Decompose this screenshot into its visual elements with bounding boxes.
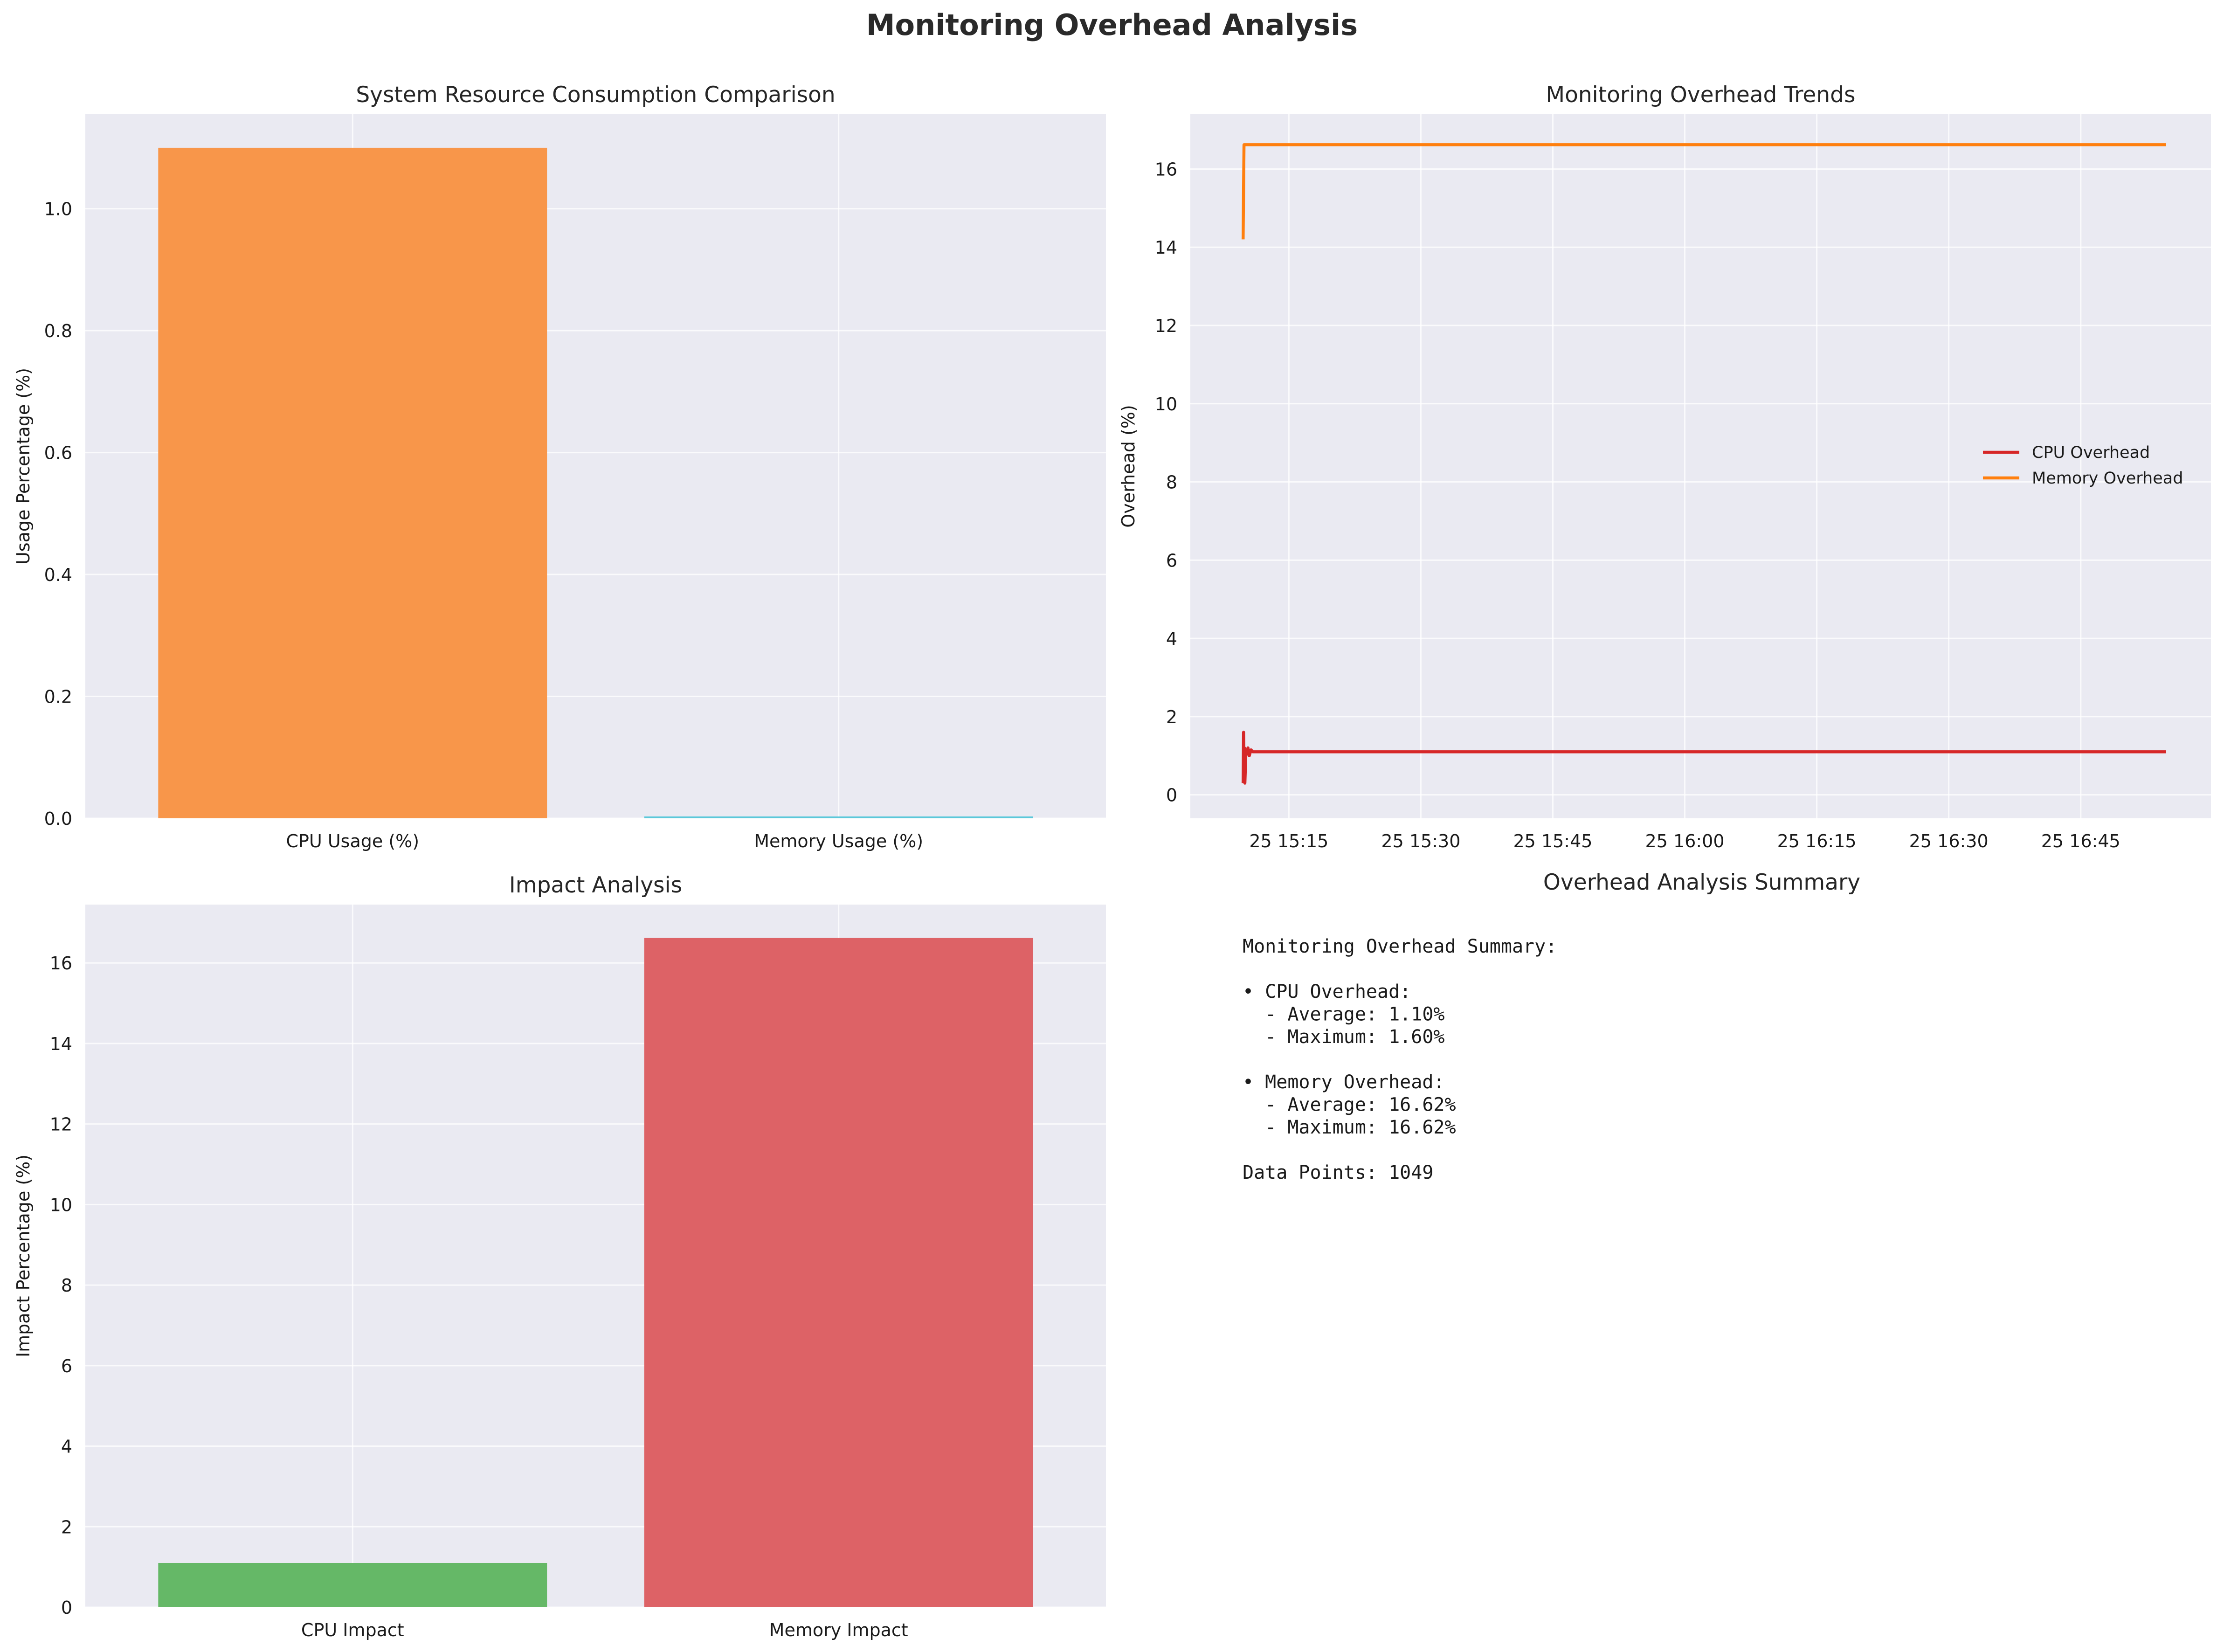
bar <box>158 1563 547 1607</box>
subplot-title: System Resource Consumption Comparison <box>356 82 835 108</box>
x-tick-label: 25 15:45 <box>1513 831 1592 851</box>
y-axis-label: Usage Percentage (%) <box>13 368 34 565</box>
x-tick-label: 25 16:15 <box>1777 831 1857 851</box>
x-tick-label: 25 15:30 <box>1381 831 1460 851</box>
summary-line: • Memory Overhead: <box>1243 1071 1444 1093</box>
subplot-title: Monitoring Overhead Trends <box>1546 82 1856 108</box>
y-tick-label: 1.0 <box>44 199 72 220</box>
summary-line: - Average: 1.10% <box>1243 1004 1444 1025</box>
x-tick-label: Memory Usage (%) <box>754 831 923 851</box>
x-tick-label: 25 16:00 <box>1645 831 1725 851</box>
y-tick-label: 6 <box>1166 550 1177 571</box>
y-tick-label: 12 <box>50 1114 72 1135</box>
x-tick-label: 25 15:15 <box>1249 831 1328 851</box>
resource-consumption-bar-chart: 0.0 0.2 0.4 0.6 0.8 1.0 System Resource Consum… <box>13 82 1106 851</box>
y-tick-label: 14 <box>1155 237 1177 258</box>
x-tick-label: 25 16:45 <box>2041 831 2120 851</box>
y-tick-label: 6 <box>61 1356 72 1376</box>
y-tick-label: 0.2 <box>44 687 72 707</box>
summary-line: - Average: 16.62% <box>1243 1094 1456 1116</box>
summary-line: Data Points: 1049 <box>1243 1162 1433 1183</box>
y-tick-label: 8 <box>1166 472 1177 493</box>
y-tick-label: 4 <box>61 1437 72 1457</box>
summary-line: - Maximum: 1.60% <box>1243 1026 1444 1048</box>
summary-panel: Overhead Analysis Summary Monitoring Ove… <box>1243 870 1860 1183</box>
summary-line: Monitoring Overhead Summary: <box>1243 936 1557 957</box>
overhead-trends-line-chart: 0 2 4 6 8 10 12 14 16 Monitoring Overhead Trends O… <box>1118 82 2211 851</box>
y-axis-label: Impact Percentage (%) <box>13 1154 34 1357</box>
y-tick-label: 0.4 <box>44 565 72 585</box>
impact-analysis-bar-chart: 0 2 4 6 8 10 12 14 16 Impact Analysis Impact Perce… <box>13 872 1106 1640</box>
bar <box>158 147 547 818</box>
y-tick-label: 16 <box>50 953 72 974</box>
x-tick-label: CPU Usage (%) <box>286 831 420 851</box>
legend-label: Memory Overhead <box>2032 469 2183 488</box>
y-tick-label: 14 <box>50 1034 72 1054</box>
series-line <box>1241 143 2166 240</box>
bar <box>644 938 1033 1607</box>
y-tick-label: 0 <box>1166 785 1177 806</box>
y-tick-label: 4 <box>1166 629 1177 649</box>
x-tick-label: Memory Impact <box>769 1620 908 1640</box>
y-tick-label: 10 <box>50 1195 72 1215</box>
y-axis-label: Overhead (%) <box>1118 405 1139 527</box>
x-tick-label: CPU Impact <box>301 1620 404 1640</box>
summary-line: - Maximum: 16.62% <box>1243 1117 1456 1138</box>
y-tick-label: 10 <box>1155 394 1177 415</box>
y-tick-label: 16 <box>1155 159 1177 180</box>
bar <box>644 816 1033 818</box>
y-tick-label: 2 <box>1166 707 1177 727</box>
y-tick-label: 0.8 <box>44 321 72 341</box>
x-tick-label: 25 16:30 <box>1909 831 1989 851</box>
y-tick-label: 2 <box>61 1517 72 1537</box>
y-tick-label: 0.6 <box>44 443 72 463</box>
plot-area <box>1190 114 2211 818</box>
y-tick-label: 0.0 <box>44 809 72 829</box>
y-tick-label: 8 <box>61 1275 72 1296</box>
legend-label: CPU Overhead <box>2032 443 2150 462</box>
summary-title: Overhead Analysis Summary <box>1543 870 1860 895</box>
y-tick-label: 0 <box>61 1597 72 1618</box>
summary-lines: Monitoring Overhead Summary: • CPU Overhe… <box>1243 936 1557 1183</box>
subplot-title: Impact Analysis <box>509 872 682 898</box>
y-tick-label: 12 <box>1155 316 1177 336</box>
summary-line: • CPU Overhead: <box>1243 981 1411 1002</box>
series-line <box>1241 731 2166 785</box>
figure-title: Monitoring Overhead Analysis <box>866 8 1358 42</box>
